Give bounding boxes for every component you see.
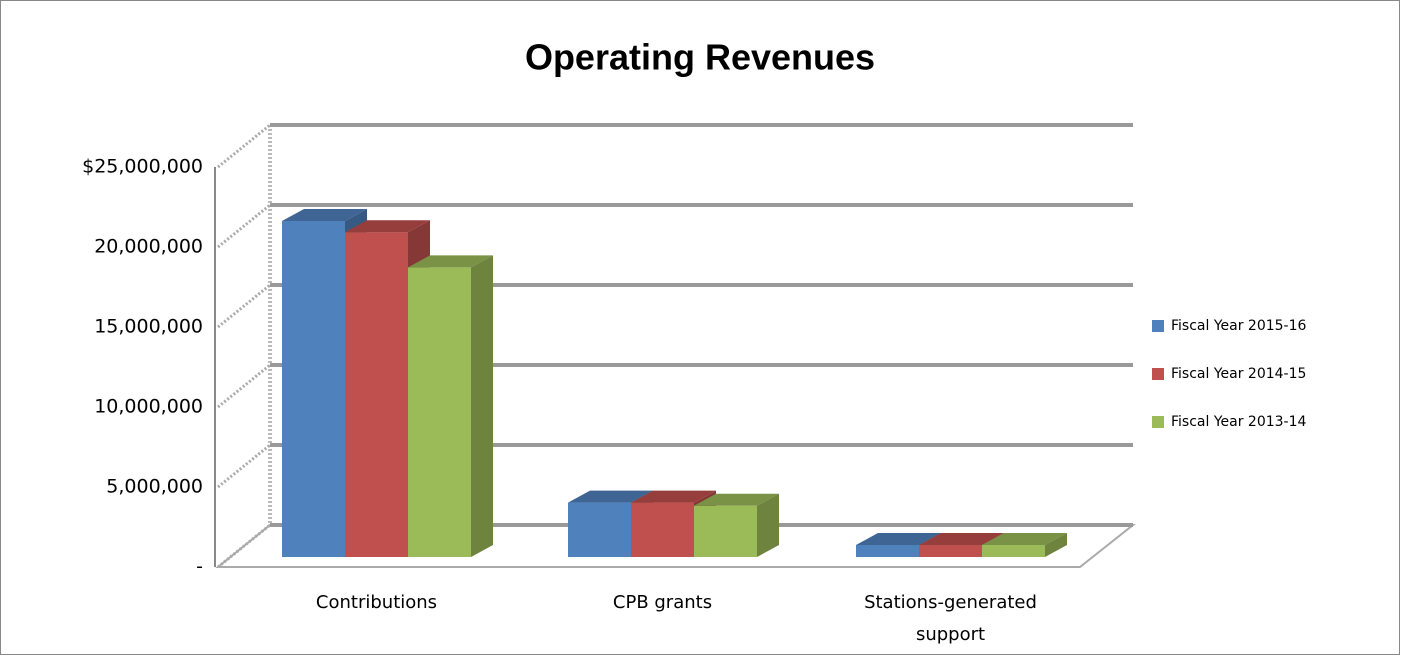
bar-side: [471, 255, 493, 557]
legend-label: Fiscal Year 2015-16: [1171, 318, 1307, 334]
grid-line: [217, 443, 271, 489]
grid-line: [217, 123, 271, 169]
chart-title: Operating Revenues: [525, 37, 875, 78]
bar-front: [694, 505, 757, 557]
bar-side: [757, 493, 779, 557]
y-tick-label: $25,000,000: [82, 156, 203, 178]
y-tick-label: 15,000,000: [94, 316, 203, 338]
bar-front: [856, 545, 919, 557]
legend-label: Fiscal Year 2014-15: [1171, 366, 1306, 382]
bar-top: [982, 533, 1067, 545]
bar-front: [282, 221, 345, 557]
legend-label: Fiscal Year 2013-14: [1171, 414, 1307, 430]
bar-top: [282, 209, 367, 221]
bar-top: [408, 255, 493, 268]
bar-top: [694, 493, 779, 506]
bar-top: [345, 220, 430, 233]
bar-front: [345, 232, 408, 557]
bar-front: [631, 502, 694, 557]
x-tick-label: Stations-generated support: [864, 592, 1037, 645]
grid-line: [217, 203, 271, 249]
y-tick-label: 5,000,000: [106, 476, 203, 498]
bar-top: [856, 533, 941, 545]
legend-swatch: [1152, 320, 1164, 332]
y-tick-label: 20,000,000: [94, 236, 203, 258]
bar-top: [919, 533, 1004, 545]
bar-top: [631, 490, 716, 503]
x-tick-label: CPB grants: [612, 592, 713, 613]
legend-swatch: [1152, 416, 1164, 428]
legend-swatch: [1152, 368, 1164, 380]
bar-front: [568, 502, 631, 557]
y-tick-label: -: [196, 556, 203, 578]
bar-top: [568, 490, 653, 503]
bar-front: [408, 267, 471, 557]
x-tick-label: Contributions: [315, 592, 438, 613]
grid-line: [217, 283, 271, 329]
grid-line: [217, 523, 271, 569]
bar-side: [1045, 533, 1067, 557]
grid-line: [217, 363, 271, 409]
y-tick-label: 10,000,000: [94, 396, 203, 418]
bar-front: [982, 545, 1045, 557]
bar-front: [919, 545, 982, 557]
